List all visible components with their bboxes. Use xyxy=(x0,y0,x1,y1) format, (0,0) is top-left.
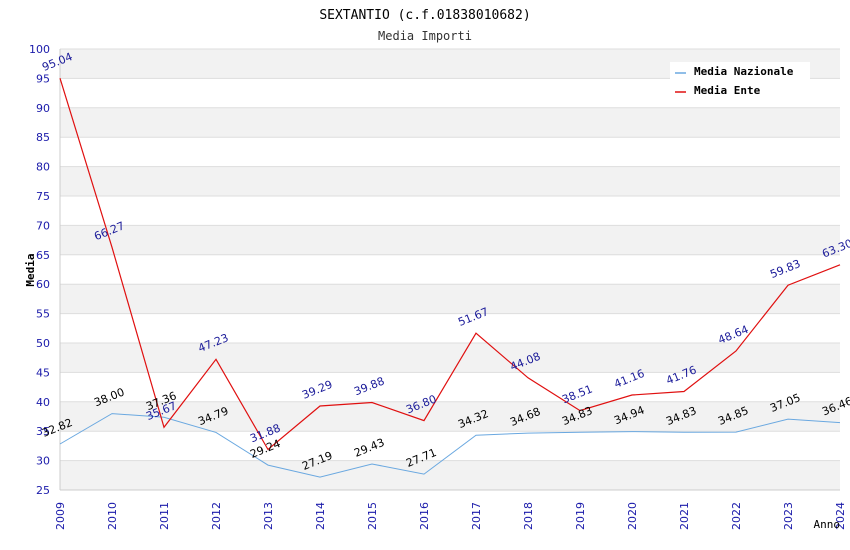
y-tick-label: 25 xyxy=(36,484,50,497)
x-tick-labels: 2009 2010 2011 2012 2013 2014 2015 2016 2017 2018… xyxy=(54,502,847,530)
x-tick-label: 2024 xyxy=(834,502,847,530)
y-tick-labels: 25 30 35 40 45 50 55 60 65 70 75 80 85 90 95 100 xyxy=(29,43,50,497)
grid-band xyxy=(60,431,840,461)
x-tick-label: 2014 xyxy=(314,502,327,530)
y-tick-label: 35 xyxy=(36,425,50,438)
x-tick-label: 2015 xyxy=(366,502,379,530)
y-tick-label: 65 xyxy=(36,249,50,262)
x-tick-label: 2013 xyxy=(262,502,275,530)
grid-band xyxy=(60,401,840,432)
x-tick-label: 2011 xyxy=(158,502,171,530)
series-line-media-nazionale xyxy=(59,413,841,478)
legend-label-media-ente: Media Ente xyxy=(694,84,761,97)
grid-band xyxy=(60,284,840,314)
grid-band xyxy=(60,107,840,138)
y-tick-label: 80 xyxy=(36,161,50,174)
y-tick-label: 50 xyxy=(36,337,50,350)
grid-band xyxy=(60,196,840,226)
series-line-media-ente xyxy=(59,78,841,451)
x-tick-label: 2018 xyxy=(522,502,535,530)
y-tick-label: 45 xyxy=(36,366,50,379)
legend-label-media-nazionale: Media Nazionale xyxy=(694,65,794,78)
x-tick-label: 2019 xyxy=(574,502,587,530)
y-tick-label: 90 xyxy=(36,102,50,115)
y-tick-label: 60 xyxy=(36,278,50,291)
x-axis-label: Anno xyxy=(814,518,841,531)
x-tick-label: 2022 xyxy=(730,502,743,530)
grid-band xyxy=(60,254,840,285)
y-tick-label: 100 xyxy=(29,43,50,56)
chart-title: SEXTANTIO (c.f.01838010682) xyxy=(319,8,530,23)
x-tick-label: 2020 xyxy=(626,502,639,530)
y-tick-label: 40 xyxy=(36,396,50,409)
series-lines xyxy=(59,78,841,478)
y-axis-label: Media xyxy=(24,253,37,286)
grid-band xyxy=(60,460,840,490)
y-tick-label: 55 xyxy=(36,308,50,321)
x-tick-label: 2012 xyxy=(210,502,223,530)
x-tick-label: 2016 xyxy=(418,502,431,530)
y-tick-label: 30 xyxy=(36,455,50,468)
y-tick-label: 95 xyxy=(36,72,50,85)
grid-band xyxy=(60,225,840,255)
y-tick-label: 75 xyxy=(36,190,50,203)
grid-band xyxy=(60,343,840,373)
x-tick-label: 2009 xyxy=(54,502,67,530)
x-tick-label: 2021 xyxy=(678,502,691,530)
x-tick-label: 2023 xyxy=(782,502,795,530)
grid-bands xyxy=(60,49,840,490)
chart-subtitle: Media Importi xyxy=(378,29,472,43)
x-tick-label: 2017 xyxy=(470,502,483,530)
legend-box xyxy=(670,62,810,100)
legend: Media Nazionale Media Ente xyxy=(670,62,810,100)
grid-band xyxy=(60,313,840,343)
grid-band xyxy=(60,137,840,167)
y-tick-label: 85 xyxy=(36,131,50,144)
y-tick-label: 70 xyxy=(36,219,50,232)
grid-band xyxy=(60,166,840,196)
x-tick-label: 2010 xyxy=(106,502,119,530)
